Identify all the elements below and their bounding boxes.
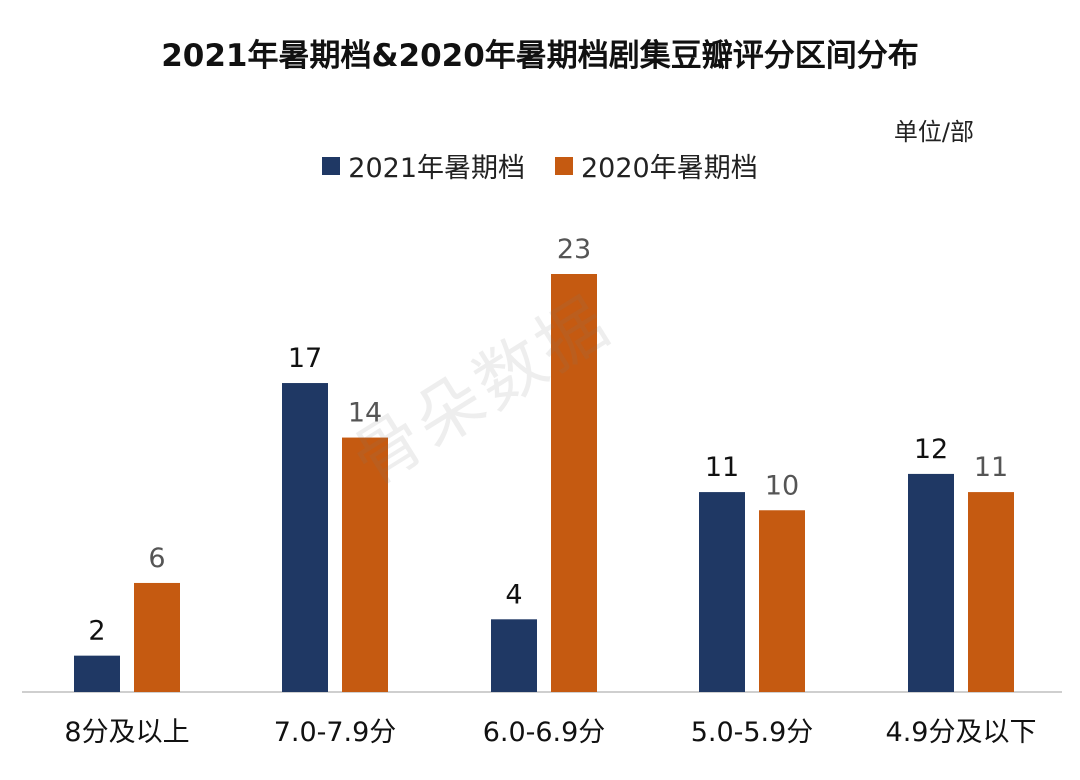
legend-label-2021: 2021年暑期档 — [348, 153, 525, 184]
bar-2020-1 — [342, 437, 388, 692]
data-label-2021-0: 2 — [88, 616, 105, 647]
bar-2020-2 — [551, 274, 597, 692]
legend-swatch-2020 — [555, 156, 573, 175]
bar-2021-2 — [491, 619, 537, 692]
bar-2021-0 — [74, 655, 120, 692]
bar-2021-3 — [699, 492, 745, 692]
category-label-0: 8分及以上 — [64, 717, 189, 748]
category-label-1: 7.0-7.9分 — [274, 717, 397, 748]
legend-item-2021: 2021年暑期档 — [322, 146, 525, 185]
category-label-4: 4.9分及以下 — [886, 717, 1037, 748]
data-label-2020-3: 10 — [765, 470, 799, 501]
data-label-2020-4: 11 — [974, 452, 1008, 483]
data-label-2020-0: 6 — [148, 543, 165, 574]
bar-2021-4 — [908, 473, 954, 692]
data-label-2021-3: 11 — [705, 452, 739, 483]
chart-title: 2021年暑期档&2020年暑期档剧集豆瓣评分区间分布 — [161, 38, 919, 74]
category-label-3: 5.0-5.9分 — [691, 717, 814, 748]
data-label-2020-2: 23 — [557, 234, 591, 265]
legend: 2021年暑期档 2020年暑期档 — [0, 146, 1080, 185]
bar-2020-0 — [134, 582, 180, 692]
unit-label: 单位/部 — [893, 118, 974, 146]
bar-2020-4 — [968, 492, 1014, 692]
legend-label-2020: 2020年暑期档 — [581, 153, 758, 184]
data-label-2021-1: 17 — [288, 343, 322, 374]
bar-2020-3 — [759, 510, 805, 692]
legend-swatch-2021 — [322, 156, 341, 175]
legend-item-2020: 2020年暑期档 — [555, 146, 758, 185]
bar-2021-1 — [282, 383, 328, 692]
category-label-2: 6.0-6.9分 — [483, 717, 606, 748]
data-label-2021-2: 4 — [505, 579, 522, 610]
data-label-2021-4: 12 — [914, 434, 948, 465]
data-label-2020-1: 14 — [348, 398, 382, 429]
